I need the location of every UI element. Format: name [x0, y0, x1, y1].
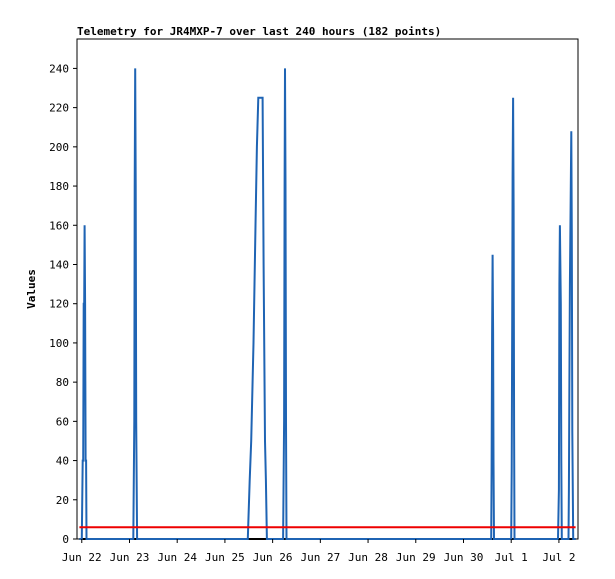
- x-tick-label: Jun 23: [110, 551, 150, 564]
- y-tick-label: 200: [49, 141, 69, 154]
- x-tick-label: Jun 30: [444, 551, 484, 564]
- x-tick-label: Jun 29: [396, 551, 436, 564]
- y-tick-label: 40: [56, 455, 69, 468]
- series-layer: [79, 68, 576, 540]
- y-tick-label: 240: [49, 62, 69, 75]
- x-tick-label: Jul 1: [495, 551, 528, 564]
- y-tick-label: 180: [49, 180, 69, 193]
- x-tick-label: Jun 27: [300, 551, 340, 564]
- y-tick-label: 140: [49, 258, 69, 271]
- chart-title: Telemetry for JR4MXP-7 over last 240 hou…: [77, 25, 441, 38]
- telemetry-series-line: [79, 68, 576, 540]
- y-tick-label: 20: [56, 494, 69, 507]
- x-tick-label: Jun 24: [157, 551, 197, 564]
- x-tick-label: Jun 26: [253, 551, 293, 564]
- y-tick-label: 100: [49, 337, 69, 350]
- plot-frame: [76, 38, 579, 540]
- y-tick-label: 60: [56, 415, 69, 428]
- x-tick-label: Jul 2: [542, 551, 575, 564]
- x-tick-label: Jun 22: [62, 551, 102, 564]
- y-tick-label: 0: [62, 533, 69, 546]
- x-tick-label: Jun 28: [348, 551, 388, 564]
- y-tick-label: 120: [49, 298, 69, 311]
- y-tick-label: 160: [49, 219, 69, 232]
- axis-layer: 0 20 40 60 80 100 120 140 160 180 200 220 240 Jun 22 J…: [49, 62, 575, 564]
- y-axis-label: Values: [25, 269, 38, 309]
- y-tick-label: 80: [56, 376, 69, 389]
- x-tick-label: Jun 25: [205, 551, 245, 564]
- y-tick-label: 220: [49, 102, 69, 115]
